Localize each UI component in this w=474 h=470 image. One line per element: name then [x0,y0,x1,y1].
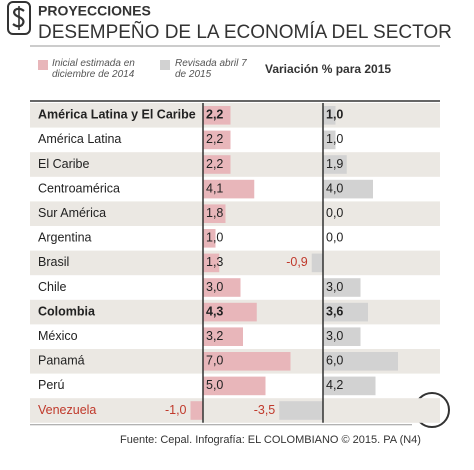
legend-label: Revisada abril 7 de 2015 [175,58,247,80]
bar [279,401,323,420]
bar [323,179,373,199]
bar [203,278,241,297]
value-label: 4,1 [206,181,223,195]
value-label: 1,0 [326,132,343,146]
value-label: 0,0 [326,206,343,220]
category-label: Panamá [38,354,85,368]
subtitle: DESEMPEÑO DE LA ECONOMÍA DEL SECTOR [38,21,452,43]
bar [323,106,336,125]
bar [190,401,203,420]
value-label: 3,6 [326,304,343,318]
source: Fuente: Cepal. Infografía: EL COLOMBIANO… [120,434,421,446]
value-label: 7,0 [206,354,223,368]
value-label: 4,2 [326,378,343,392]
category-label: México [38,329,78,343]
bar [203,376,266,396]
title: PROYECCIONES [38,3,151,19]
bar [203,327,243,346]
row-background [30,152,440,177]
value-label: 4,3 [206,304,223,318]
category-label: Brasil [38,255,69,269]
bar [203,352,291,371]
bar [323,130,336,150]
bar [311,253,323,273]
value-label: 1,0 [206,231,223,245]
row-background [30,103,440,128]
legend-label: Inicial estimada en diciembre de 2014 [52,58,135,80]
value-label: 4,0 [326,181,343,195]
bar [323,327,361,346]
value-label: -0,9 [286,255,308,269]
category-label: Argentina [38,231,92,245]
value-label: -1,0 [165,403,187,417]
value-label: 3,0 [326,329,343,343]
bar [323,278,361,297]
category-label: Centroamérica [38,181,120,195]
legend-swatch [38,60,48,70]
dollar-icon [7,1,31,35]
bar [323,302,368,322]
bar [203,106,231,125]
category-label: Perú [38,378,64,392]
value-label: 0,0 [326,231,343,245]
bar [203,179,255,199]
bar [203,155,231,174]
row-background [30,201,440,226]
value-label: 6,0 [326,354,343,368]
category-label: Sur América [38,206,106,220]
value-label: 3,2 [206,329,223,343]
row-background [30,398,440,423]
value-label: 2,2 [206,108,223,122]
value-label: 2,2 [206,132,223,146]
value-label: 2,2 [206,157,223,171]
bar [203,204,226,223]
value-label: 1,8 [206,206,223,220]
row-background [30,250,440,276]
category-label: Chile [38,280,67,294]
value-label: -3,5 [254,403,276,417]
bar [203,130,231,150]
value-label: 3,0 [206,280,223,294]
value-label: 1,0 [326,108,343,122]
column-header: Variación % para 2015 [265,62,391,76]
category-label: El Caribe [38,157,89,171]
value-label: 5,0 [206,378,223,392]
bar [203,229,216,248]
category-label: América Latina y El Caribe [38,108,196,122]
category-label: América Latina [38,132,121,146]
category-label: Colombia [38,304,96,318]
value-label: 1,3 [206,255,223,269]
bar [323,352,398,371]
value-label: 3,0 [326,280,343,294]
bar [323,155,347,174]
value-label: 1,9 [326,157,343,171]
bar [323,376,376,396]
legend-swatch [160,60,170,70]
bar [203,253,220,273]
bar [203,302,257,322]
category-label: Venezuela [38,403,96,417]
